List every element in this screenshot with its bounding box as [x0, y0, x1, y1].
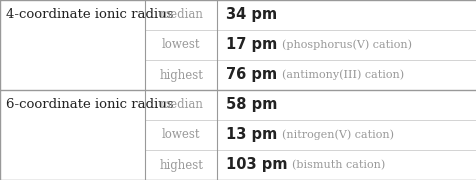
Text: 17 pm: 17 pm [225, 37, 276, 53]
Text: (bismuth cation): (bismuth cation) [291, 160, 384, 170]
Text: (antimony(III) cation): (antimony(III) cation) [281, 70, 403, 80]
Text: (nitrogen(V) cation): (nitrogen(V) cation) [281, 130, 393, 140]
Text: 58 pm: 58 pm [225, 98, 277, 112]
Text: median: median [159, 98, 203, 111]
Text: (phosphorus(V) cation): (phosphorus(V) cation) [281, 40, 411, 50]
Text: 4-coordinate ionic radius: 4-coordinate ionic radius [6, 8, 173, 21]
Text: lowest: lowest [162, 129, 200, 141]
Text: highest: highest [159, 159, 203, 172]
Text: 76 pm: 76 pm [225, 68, 276, 82]
Text: lowest: lowest [162, 39, 200, 51]
Text: 13 pm: 13 pm [225, 127, 276, 143]
Text: 34 pm: 34 pm [225, 8, 276, 22]
Text: highest: highest [159, 69, 203, 82]
Text: 6-coordinate ionic radius: 6-coordinate ionic radius [6, 98, 173, 111]
Text: median: median [159, 8, 203, 21]
Text: 103 pm: 103 pm [225, 158, 287, 172]
